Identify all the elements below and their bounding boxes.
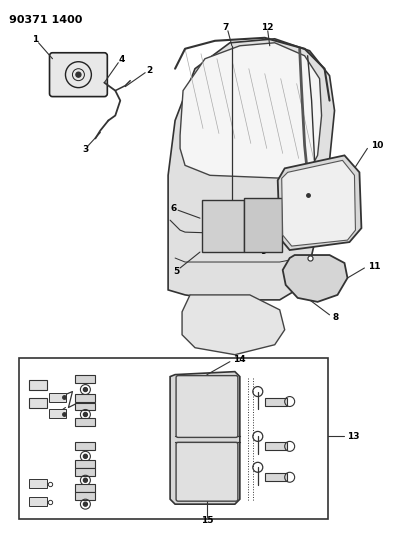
Text: 10: 10 bbox=[371, 141, 384, 150]
FancyBboxPatch shape bbox=[265, 398, 287, 406]
Text: 7: 7 bbox=[223, 23, 229, 33]
FancyBboxPatch shape bbox=[50, 53, 107, 96]
FancyBboxPatch shape bbox=[75, 484, 95, 492]
FancyBboxPatch shape bbox=[265, 473, 287, 481]
Text: 12: 12 bbox=[262, 23, 274, 33]
FancyBboxPatch shape bbox=[244, 198, 282, 252]
Polygon shape bbox=[278, 156, 361, 250]
Polygon shape bbox=[180, 43, 322, 179]
Text: 5: 5 bbox=[173, 268, 179, 277]
Circle shape bbox=[83, 454, 87, 458]
FancyBboxPatch shape bbox=[75, 402, 95, 410]
FancyBboxPatch shape bbox=[48, 393, 66, 401]
Circle shape bbox=[83, 478, 87, 482]
FancyBboxPatch shape bbox=[202, 200, 244, 252]
Text: 15: 15 bbox=[201, 515, 213, 524]
FancyBboxPatch shape bbox=[29, 479, 46, 488]
Text: 4: 4 bbox=[118, 55, 124, 64]
Text: 8: 8 bbox=[333, 313, 339, 322]
Text: 2: 2 bbox=[146, 66, 152, 75]
Polygon shape bbox=[282, 160, 355, 246]
Polygon shape bbox=[182, 295, 285, 354]
FancyBboxPatch shape bbox=[29, 398, 46, 408]
FancyBboxPatch shape bbox=[75, 469, 95, 477]
Circle shape bbox=[83, 387, 87, 392]
FancyBboxPatch shape bbox=[19, 358, 328, 519]
Text: 90371 1400: 90371 1400 bbox=[9, 15, 82, 25]
Circle shape bbox=[83, 413, 87, 416]
Circle shape bbox=[76, 72, 81, 77]
Polygon shape bbox=[168, 39, 335, 300]
FancyBboxPatch shape bbox=[75, 375, 95, 383]
FancyBboxPatch shape bbox=[75, 418, 95, 426]
Text: 6: 6 bbox=[171, 204, 177, 213]
FancyBboxPatch shape bbox=[29, 379, 46, 390]
Polygon shape bbox=[283, 255, 347, 302]
Text: 1: 1 bbox=[33, 35, 39, 44]
FancyBboxPatch shape bbox=[265, 442, 287, 450]
FancyBboxPatch shape bbox=[176, 376, 238, 438]
Text: 11: 11 bbox=[368, 262, 381, 271]
FancyBboxPatch shape bbox=[75, 492, 95, 500]
Text: 3: 3 bbox=[82, 145, 89, 154]
FancyBboxPatch shape bbox=[29, 497, 46, 506]
Text: 13: 13 bbox=[347, 432, 360, 441]
Text: 9: 9 bbox=[260, 247, 267, 255]
FancyBboxPatch shape bbox=[48, 409, 66, 418]
FancyBboxPatch shape bbox=[75, 461, 95, 469]
FancyBboxPatch shape bbox=[75, 393, 95, 401]
Polygon shape bbox=[170, 372, 240, 504]
FancyBboxPatch shape bbox=[176, 442, 238, 501]
Text: 14: 14 bbox=[233, 355, 245, 364]
Circle shape bbox=[83, 502, 87, 506]
FancyBboxPatch shape bbox=[75, 442, 95, 450]
